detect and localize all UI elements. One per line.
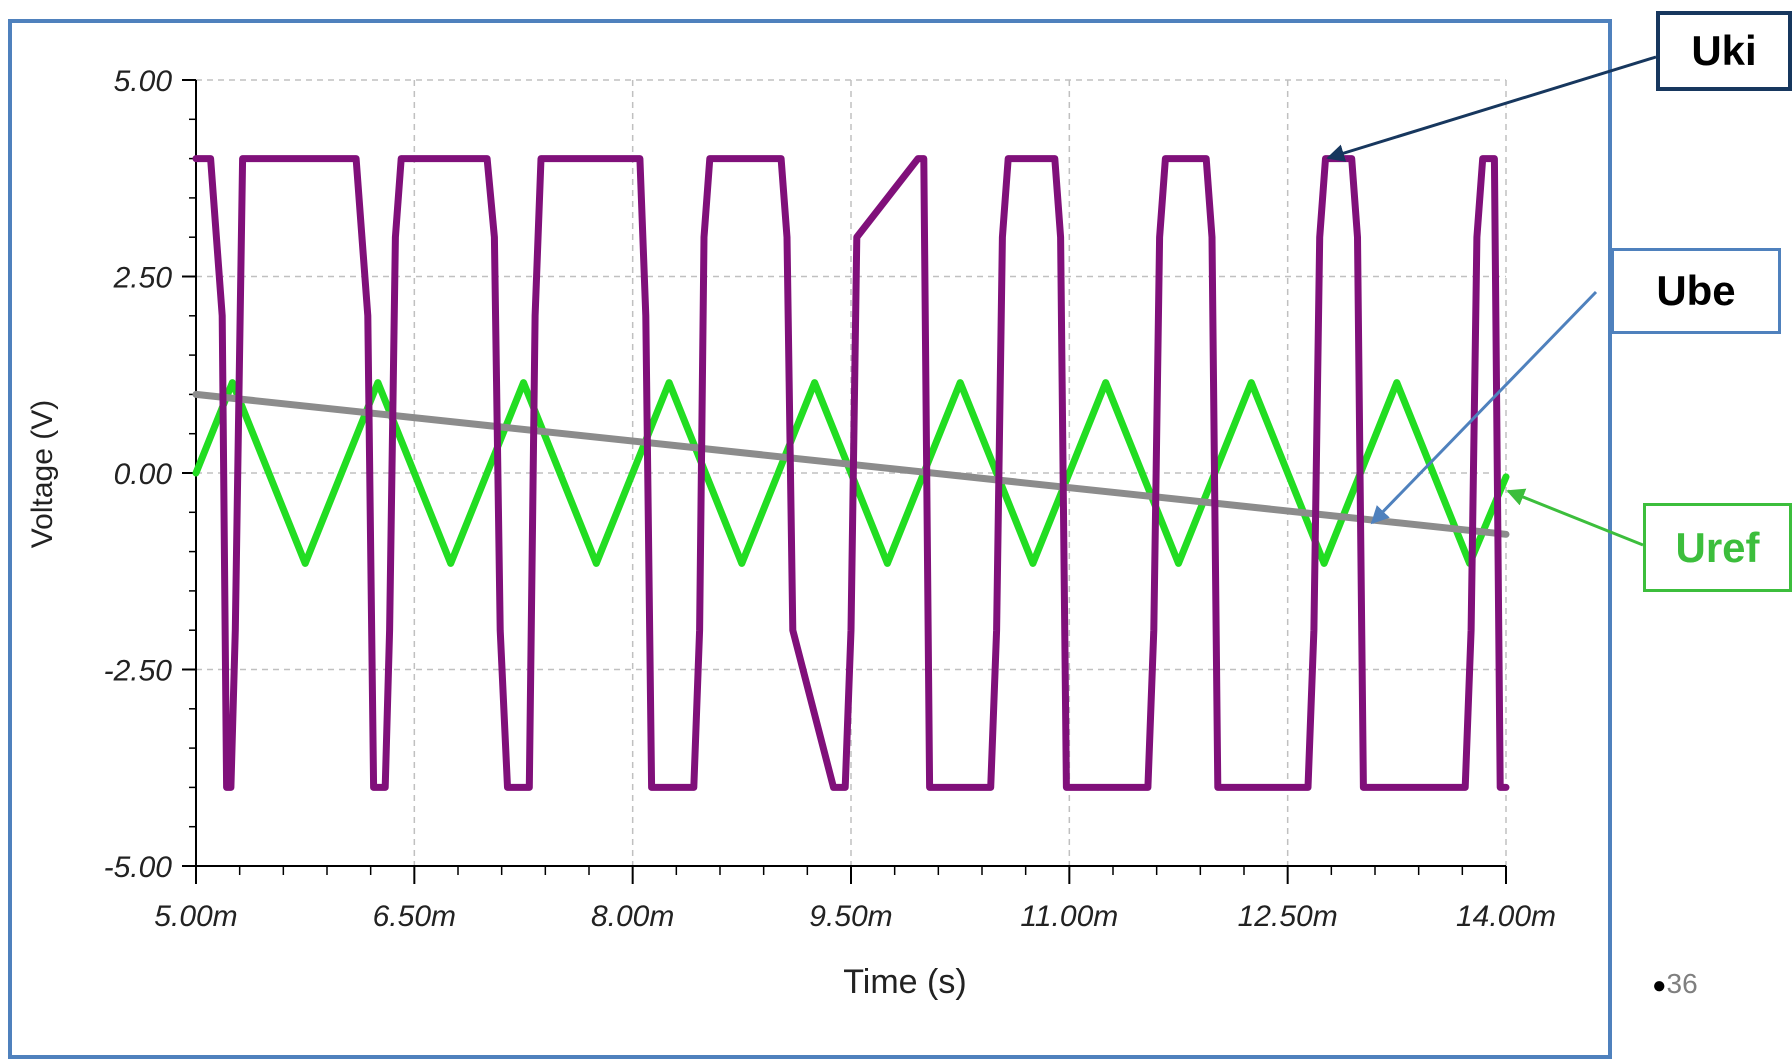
voltage-time-chart: 5.00 2.50 0.00 -2.50 -5.00 5.00m 6.50m 8.00m 9.5… <box>26 55 1657 1001</box>
series-lines <box>192 155 1510 791</box>
callout-arrows <box>1326 55 1657 547</box>
x-tick-label: 14.00m <box>1456 900 1556 933</box>
axes: 5.00 2.50 0.00 -2.50 -5.00 5.00m 6.50m 8.00m 9.5… <box>104 65 1556 933</box>
arrow-ube <box>1370 290 1598 525</box>
y-tick-label: 2.50 <box>113 262 173 295</box>
series-uki <box>192 155 1510 791</box>
y-tick-label: 0.00 <box>114 458 173 491</box>
x-tick-label: 5.00m <box>154 900 237 933</box>
slide-number: ●36 <box>1652 968 1698 1000</box>
callout-ube: Ube <box>1611 248 1781 334</box>
x-tick-label: 9.50m <box>809 900 892 933</box>
arrow-uki <box>1326 55 1657 162</box>
y-axis-label: Voltage (V) <box>26 400 59 548</box>
bullet-icon: ● <box>1652 972 1667 999</box>
y-tick-label: -5.00 <box>104 851 173 884</box>
callout-uref: Uref <box>1643 503 1792 592</box>
callout-uki: Uki <box>1656 11 1792 91</box>
x-axis-label: Time (s) <box>843 963 966 1001</box>
x-tick-label: 6.50m <box>373 900 456 933</box>
x-tick-label: 8.00m <box>591 900 674 933</box>
arrow-uref <box>1506 488 1644 547</box>
x-tick-label: 12.50m <box>1238 900 1338 933</box>
slide-number-text: 36 <box>1666 968 1698 999</box>
y-tick-label: -2.50 <box>104 655 173 688</box>
x-tick-label: 11.00m <box>1020 900 1118 933</box>
y-tick-label: 5.00 <box>114 65 173 98</box>
